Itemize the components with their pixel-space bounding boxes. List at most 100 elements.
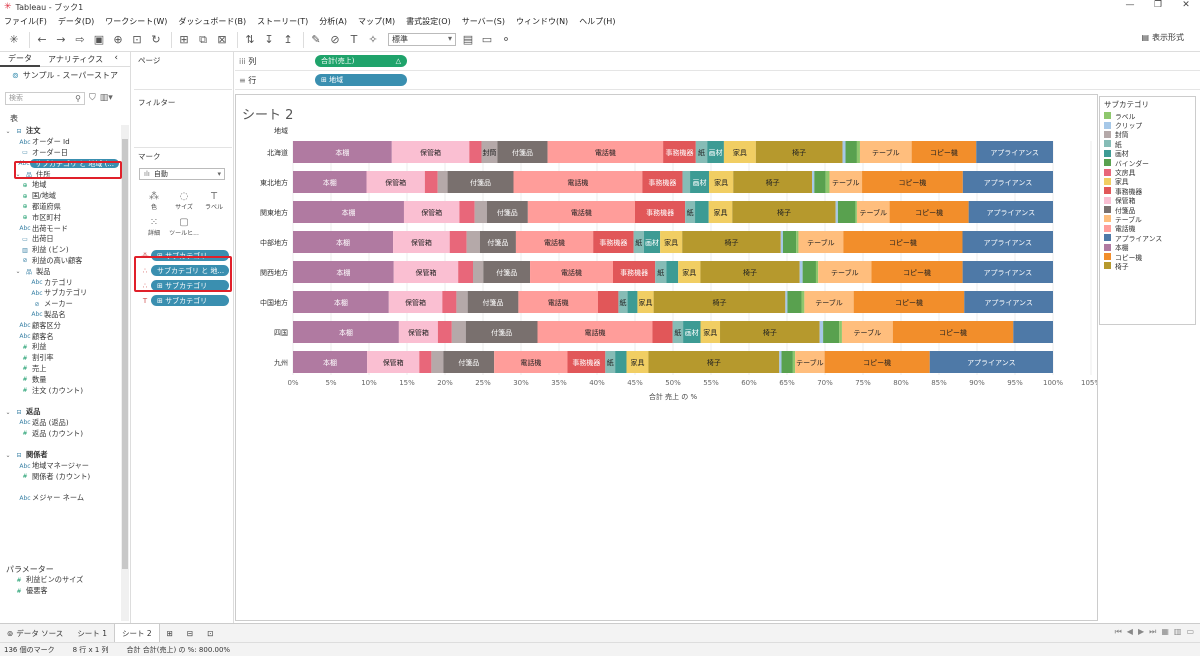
menu-item-3[interactable]: ダッシュボード(B) [178, 16, 247, 26]
mark-button-2[interactable]: T ラベル [199, 188, 229, 214]
bar-segment[interactable] [856, 141, 860, 163]
legend-item[interactable]: クリップ [1100, 120, 1195, 130]
bar-segment[interactable] [796, 231, 799, 253]
bar-segment[interactable] [637, 291, 654, 313]
bar-segment[interactable] [781, 351, 793, 373]
bar-segment[interactable] [626, 351, 649, 373]
next-tab-icon[interactable]: ▶ [1137, 627, 1145, 636]
refresh-icon[interactable]: ↻ [151, 33, 161, 46]
sort-desc-icon[interactable]: ↥ [283, 33, 293, 46]
bar-segment[interactable] [819, 321, 824, 343]
field-item[interactable]: ⊕ 都道府県 [0, 202, 119, 213]
bar-segment[interactable] [802, 261, 816, 283]
mark-button-3[interactable]: ⁙ 詳細 [139, 214, 169, 240]
bar-segment[interactable] [841, 321, 893, 343]
field-item[interactable]: # 利益 [0, 342, 119, 353]
collapse-icon[interactable]: ⌄ [5, 408, 11, 416]
legend-item[interactable]: バインダー [1100, 158, 1195, 168]
bar-segment[interactable] [449, 231, 467, 253]
sort-asc-icon[interactable]: ↧ [264, 33, 274, 46]
bar-segment[interactable] [518, 291, 598, 313]
bar-segment[interactable] [929, 351, 1053, 373]
legend-item[interactable]: 付箋品 [1100, 205, 1195, 215]
prev-tab-icon[interactable]: ◀ [1126, 627, 1133, 636]
bar-segment[interactable] [695, 201, 709, 223]
parameter-item[interactable]: # 優悪客 [0, 586, 130, 597]
filters-card[interactable]: フィルター [134, 96, 232, 148]
bar-segment[interactable] [835, 201, 838, 223]
field-item[interactable]: Abc 顧客名 [0, 331, 119, 342]
field-item[interactable]: ⊘ メーカー [0, 299, 119, 310]
bar-segment[interactable] [293, 321, 399, 343]
bar-segment[interactable] [481, 141, 498, 163]
bar-segment[interactable] [837, 201, 856, 223]
bar-segment[interactable] [653, 291, 786, 313]
legend-item[interactable]: ラベル [1100, 111, 1195, 121]
clear-sheet-icon[interactable]: ⊠ [217, 33, 227, 46]
bar-segment[interactable] [889, 201, 969, 223]
fit-select[interactable]: 標準 [388, 33, 456, 46]
bar-segment[interactable] [779, 351, 782, 373]
swap-icon[interactable]: ⇅ [245, 33, 255, 46]
collapse-icon[interactable]: ⌄ [5, 451, 11, 459]
replay-icon[interactable]: ⇨ [75, 33, 85, 46]
bar-segment[interactable] [293, 171, 367, 193]
save-icon[interactable]: ▣ [93, 33, 105, 46]
rows-pill[interactable]: ⊞ 地域 [315, 74, 407, 86]
bar-segment[interactable] [615, 351, 627, 373]
bar-segment[interactable] [785, 291, 788, 313]
bar-segment[interactable] [968, 201, 1053, 223]
field-item[interactable]: # 返品 (カウント) [0, 428, 119, 439]
bar-segment[interactable] [403, 201, 460, 223]
bar-segment[interactable] [732, 201, 836, 223]
legend-item[interactable]: 保管箱 [1100, 196, 1195, 205]
bar-segment[interactable] [685, 201, 696, 223]
menu-item-7[interactable]: 書式設定(O) [406, 16, 451, 26]
menu-item-5[interactable]: 分析(A) [319, 16, 347, 26]
field-item[interactable]: ⌄ ⊟ 返品 [0, 407, 119, 418]
bar-segment[interactable] [795, 351, 825, 373]
bar-segment[interactable] [515, 231, 594, 253]
bar-segment[interactable] [627, 291, 638, 313]
bar-segment[interactable] [962, 171, 1053, 193]
bar-segment[interactable] [366, 171, 425, 193]
bar-segment[interactable] [964, 291, 1053, 313]
field-item[interactable]: ▭ 出荷日 [0, 234, 119, 245]
bar-segment[interactable] [442, 291, 457, 313]
last-tab-icon[interactable]: ⏭ [1149, 627, 1157, 636]
bar-segment[interactable] [843, 231, 963, 253]
bar-segment[interactable] [597, 291, 619, 313]
bar-segment[interactable] [804, 291, 854, 313]
legend-item[interactable]: 電話機 [1100, 224, 1195, 233]
bar-segment[interactable] [911, 141, 977, 163]
bar-segment[interactable] [456, 291, 468, 313]
collapse-icon[interactable]: ⌄ [15, 268, 21, 276]
field-item[interactable]: # 割引率 [0, 353, 119, 364]
bar-segment[interactable] [824, 351, 930, 373]
pages-card[interactable]: ページ [134, 54, 232, 90]
bar-segment[interactable] [683, 321, 701, 343]
field-item[interactable]: ⊕ 地域 [0, 180, 119, 191]
mark-pill[interactable]: ⊞ サブカテゴリ [151, 250, 229, 261]
mark-button-0[interactable]: ⁂ 色 [139, 188, 169, 214]
bar-segment[interactable] [892, 321, 1014, 343]
bar-segment[interactable] [652, 321, 673, 343]
bar-segment[interactable] [842, 141, 846, 163]
menu-item-8[interactable]: サーバー(S) [461, 16, 505, 26]
menu-item-6[interactable]: マップ(M) [358, 16, 396, 26]
bar-segment[interactable] [856, 201, 890, 223]
columns-pill[interactable]: 合計(売上) △ [315, 55, 407, 67]
tabs-view-icon[interactable]: ▭ [1186, 627, 1194, 636]
field-item[interactable]: # 数量 [0, 374, 119, 385]
bar-segment[interactable] [424, 171, 438, 193]
filter-icon[interactable]: ⛉ [89, 93, 96, 103]
field-item[interactable]: Abc メジャー ネーム [0, 493, 119, 504]
bar-segment[interactable] [618, 291, 628, 313]
bar-segment[interactable] [469, 141, 482, 163]
collapse-pane-icon[interactable]: ‹ [114, 53, 118, 63]
bar-segment[interactable] [839, 321, 842, 343]
bar-segment[interactable] [451, 321, 466, 343]
show-me-button[interactable]: ▤ 表示形式 [1141, 32, 1184, 43]
new-datasource-icon[interactable]: ⊕ [113, 33, 123, 46]
bar-segment[interactable] [829, 171, 863, 193]
